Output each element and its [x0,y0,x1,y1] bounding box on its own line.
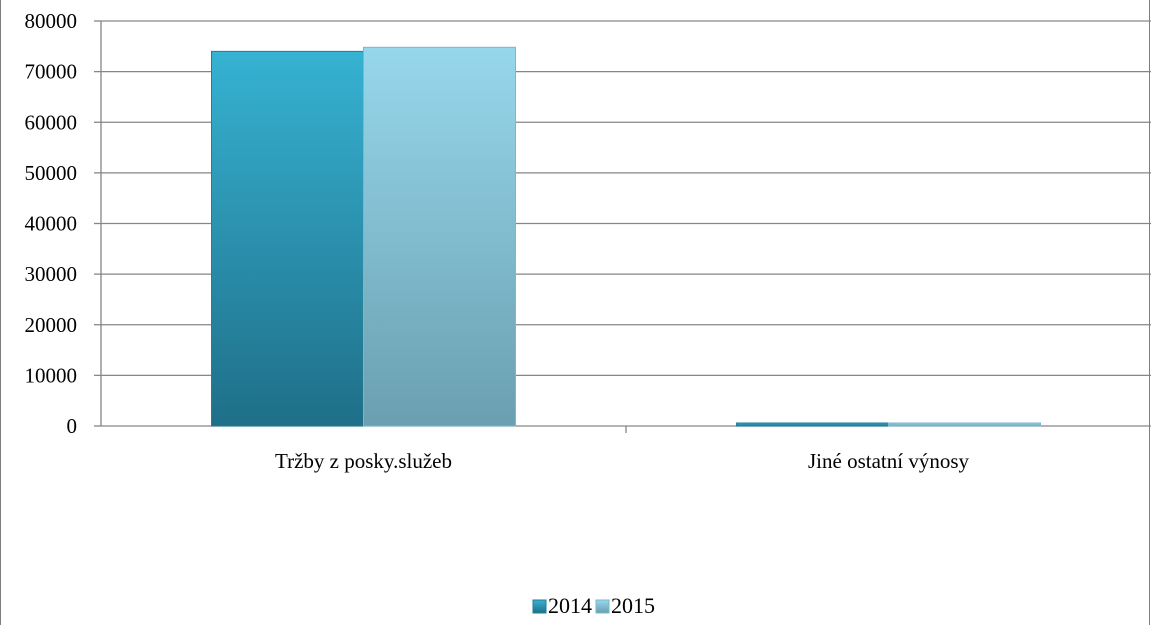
legend: 2014 2015 [532,593,655,618]
y-tick-label: 10000 [25,363,78,387]
axis-labels: 0 10000 20000 30000 40000 50000 60000 70000 8000… [25,9,970,473]
y-tick-label: 60000 [25,110,78,134]
y-tick-label: 40000 [25,212,78,236]
bar-2015-1 [888,422,1041,427]
y-tick-label: 50000 [25,161,78,185]
legend-swatch-2015 [595,599,610,614]
legend-label-2015: 2015 [611,593,655,618]
x-category-label: Tržby z posky.služeb [275,449,452,473]
y-tick-label: 30000 [25,262,78,286]
y-tick-label: 70000 [25,60,78,84]
legend-label-2014: 2014 [548,593,592,618]
y-tick-label: 20000 [25,313,78,337]
y-tick-label: 0 [67,414,78,438]
bars [211,46,1041,427]
bar-2014-1 [736,422,889,427]
bar-2014-0 [211,50,364,427]
y-tick-label: 80000 [25,9,78,33]
legend-swatch-2014 [532,599,547,614]
bar-2015-0 [363,46,516,427]
x-category-label: Jiné ostatní výnosy [808,449,969,473]
